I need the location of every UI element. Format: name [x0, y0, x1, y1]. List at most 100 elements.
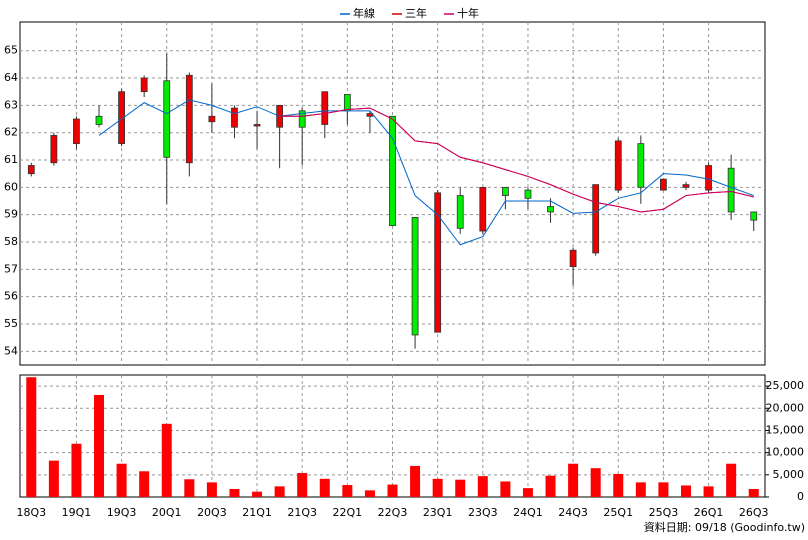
candle-body: [705, 165, 712, 191]
candle-body: [411, 217, 419, 336]
y2-tick-label: 10,000: [766, 446, 805, 459]
candle-body: [569, 249, 577, 268]
candle-body: [95, 115, 103, 125]
x-tick-label: 19Q3: [107, 506, 137, 519]
volume-bar: [500, 481, 511, 497]
volume-bar: [252, 491, 263, 497]
x-tick-label: 23Q1: [423, 506, 453, 519]
x-tick-label: 24Q1: [513, 506, 543, 519]
line-series: [279, 107, 754, 213]
y2-tick-label: 20,000: [766, 401, 805, 414]
volume-bar: [139, 471, 150, 497]
volume-bar: [455, 479, 466, 497]
candle-body: [163, 80, 171, 158]
candle-body: [614, 140, 622, 191]
candle-body: [231, 107, 238, 128]
candle-body: [750, 211, 758, 221]
x-tick-label: 24Q3: [558, 506, 588, 519]
legend-label: 年線: [353, 6, 375, 20]
candle-body: [185, 74, 193, 164]
candle-body: [682, 184, 690, 188]
volume-bar: [206, 482, 217, 497]
x-tick-label: 18Q3: [16, 506, 46, 519]
volume-bar: [342, 485, 353, 497]
x-tick-label: 21Q3: [287, 506, 317, 519]
volume-bar: [297, 473, 308, 497]
y-tick-label: 54: [4, 344, 18, 357]
candle-body: [479, 186, 487, 232]
volume-bar: [726, 463, 737, 497]
candle-body: [501, 186, 509, 196]
y-tick-label: 62: [4, 126, 18, 139]
volume-bar: [319, 478, 330, 497]
y-tick-label: 57: [4, 262, 18, 275]
volume-bar: [116, 463, 127, 497]
candle-body: [50, 135, 58, 164]
volume-bar: [748, 489, 759, 497]
volume-bar: [26, 377, 37, 497]
line-series: [98, 99, 754, 246]
candle-body: [524, 189, 532, 199]
volume-bar: [364, 490, 375, 497]
volume-bar: [613, 473, 624, 497]
candle-body: [140, 77, 148, 93]
candle-body: [73, 118, 80, 145]
y-tick-label: 55: [4, 317, 18, 330]
x-tick-label: 26Q1: [694, 506, 724, 519]
legend-label: 三年: [405, 6, 427, 20]
candle-body: [27, 165, 35, 175]
candle-body: [321, 91, 329, 125]
volume-bar: [703, 486, 714, 497]
volume-bar: [94, 394, 105, 497]
candle-body: [434, 192, 442, 333]
candle-body: [547, 206, 554, 213]
x-tick-label: 26Q3: [739, 506, 769, 519]
volume-bar: [48, 460, 59, 497]
candle-body: [592, 184, 600, 254]
y-tick-label: 65: [4, 44, 18, 57]
source-note: 資料日期: 09/18 (Goodinfo.tw): [644, 520, 805, 534]
candle-body: [389, 115, 396, 227]
y-tick-label: 63: [4, 98, 18, 111]
y2-tick-label: 0: [797, 490, 804, 503]
y-tick-label: 64: [4, 71, 18, 84]
legend-label: 十年: [457, 6, 479, 20]
x-tick-label: 22Q1: [333, 506, 363, 519]
x-tick-label: 23Q3: [468, 506, 498, 519]
volume-bar: [568, 463, 579, 497]
y2-tick-label: 5,000: [773, 468, 805, 481]
x-tick-label: 25Q1: [603, 506, 633, 519]
x-tick-label: 22Q3: [378, 506, 408, 519]
x-tick-label: 20Q1: [152, 506, 182, 519]
volume-bar: [161, 423, 172, 497]
candle-body: [208, 115, 216, 123]
candle-body: [660, 178, 667, 191]
candle-body: [253, 124, 261, 127]
y2-tick-label: 25,000: [766, 379, 805, 392]
volume-bar: [658, 482, 669, 497]
volume-bar: [229, 489, 240, 497]
volume-bar: [590, 468, 601, 497]
volume-bar: [477, 476, 488, 497]
y-tick-label: 60: [4, 180, 18, 193]
volume-bar: [680, 485, 691, 497]
volume-bar: [274, 486, 285, 497]
volume-bar: [410, 465, 421, 497]
volume-bar: [432, 478, 443, 497]
y-tick-label: 58: [4, 235, 18, 248]
candle-body: [343, 94, 351, 112]
volume-bar: [71, 443, 82, 497]
candle-body: [298, 110, 306, 128]
volume-bar: [635, 482, 646, 497]
candle-body: [637, 143, 645, 188]
y-tick-label: 56: [4, 290, 18, 303]
x-tick-label: 21Q1: [242, 506, 272, 519]
y-tick-label: 61: [4, 153, 18, 166]
volume-bar: [522, 488, 533, 497]
y-tick-label: 59: [4, 208, 18, 221]
volume-bar: [184, 479, 195, 497]
x-tick-label: 20Q3: [197, 506, 227, 519]
x-tick-label: 25Q3: [649, 506, 679, 519]
